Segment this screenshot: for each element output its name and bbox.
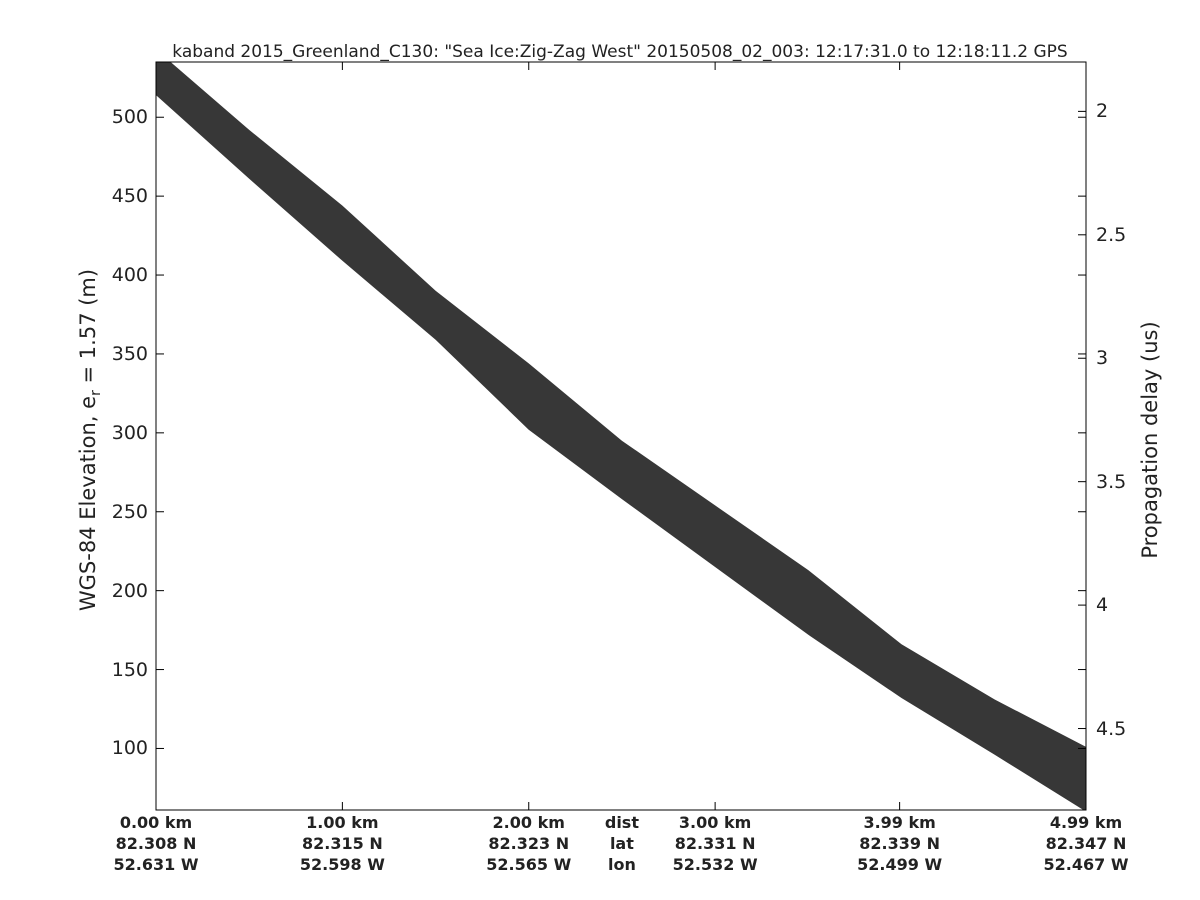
x-tick-label: 4.99 km 82.347 N 52.467 W: [1044, 812, 1129, 875]
x-row-label: dist lat lon: [605, 812, 639, 875]
y2-tick-label: 2.5: [1096, 223, 1127, 246]
y-tick-label: 150: [111, 658, 148, 681]
x-tick-label: 3.99 km 82.339 N 52.499 W: [857, 812, 942, 875]
y2-tick-label: 4.5: [1096, 717, 1127, 740]
y-tick-label: 350: [111, 342, 148, 365]
echogram-band: [156, 62, 1086, 810]
y2-tick-label: 4: [1096, 594, 1109, 617]
x-tick-label: 3.00 km 82.331 N 52.532 W: [673, 812, 758, 875]
y-tick-label: 500: [111, 106, 148, 129]
x-tick-label-dist: 3.00 km: [678, 813, 752, 832]
y2-tick-label: 3.5: [1096, 470, 1127, 493]
x-tick-label-lon: 52.565 W: [486, 855, 572, 874]
x-tick-label-lon: 52.631 W: [113, 855, 199, 874]
chart-title: kaband 2015_Greenland_C130: "Sea Ice:Zig…: [172, 42, 1068, 62]
x-tick-label-lon: 52.532 W: [672, 855, 758, 874]
x-tick-label-dist: 4.99 km: [1049, 813, 1123, 832]
x-tick-label: 0.00 km 82.308 N 52.631 W: [114, 812, 199, 875]
y-tick-label: 400: [111, 264, 148, 287]
x-row-label-lon: lon: [607, 855, 636, 874]
y-tick-label: 250: [111, 500, 148, 523]
x-row-label-lat: lat: [609, 834, 634, 853]
x-tick-label: 1.00 km 82.315 N 52.598 W: [300, 812, 385, 875]
x-tick-label-dist: 1.00 km: [306, 813, 379, 832]
x-tick-label-lat: 82.308 N: [115, 834, 197, 853]
y2-tick-label: 3: [1096, 347, 1109, 370]
x-row-label-dist: dist: [604, 813, 639, 832]
x-tick-label-lat: 82.339 N: [859, 834, 940, 853]
x-tick-label-dist: 2.00 km: [492, 813, 565, 832]
x-tick-label-dist: 0.00 km: [119, 813, 193, 832]
plot-frame: [155, 61, 1087, 811]
x-tick-label-lon: 52.598 W: [299, 855, 385, 874]
x-tick-label-lat: 82.331 N: [674, 834, 756, 853]
x-tick-label-lon: 52.499 W: [857, 855, 943, 874]
x-tick-label-lat: 82.315 N: [302, 834, 383, 853]
x-tick-label-dist: 3.99 km: [863, 813, 936, 832]
x-tick-label: 2.00 km 82.323 N 52.565 W: [486, 812, 571, 875]
y-tick-label: 450: [111, 185, 148, 208]
x-tick-label-lat: 82.323 N: [488, 834, 570, 853]
y-tick-label: 100: [111, 737, 148, 760]
y-tick-label: 200: [111, 579, 148, 602]
y2-tick-label: 2: [1096, 100, 1109, 123]
x-tick-label-lon: 52.467 W: [1043, 855, 1129, 874]
y-tick-label: 300: [111, 421, 148, 444]
x-tick-label-lat: 82.347 N: [1045, 834, 1127, 853]
